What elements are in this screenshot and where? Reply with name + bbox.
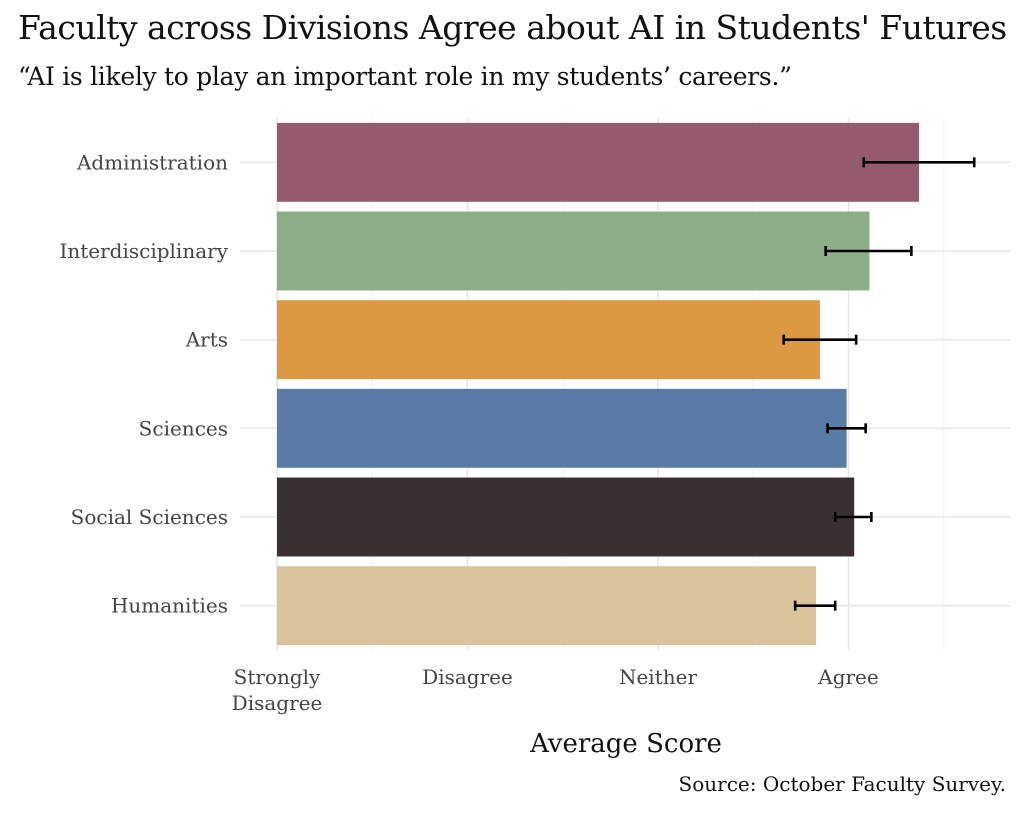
bar-social-sciences [277, 477, 855, 557]
error-bar-humanities [793, 600, 837, 611]
error-bar-sciences [826, 423, 867, 434]
bar-humanities [277, 566, 817, 646]
source-caption: Source: October Faculty Survey. [678, 772, 1006, 796]
x-tick-label-line: Disagree [232, 691, 323, 715]
y-tick-label: Arts [185, 328, 228, 352]
y-tick-label: Interdisciplinary [59, 239, 228, 263]
error-bar-social-sciences [833, 512, 873, 522]
bar-interdisciplinary [277, 211, 870, 291]
x-tick-label-line: Agree [817, 665, 878, 689]
grid-minor [371, 118, 945, 650]
bar-sciences [277, 388, 847, 468]
y-tick-label: Sciences [139, 416, 228, 440]
error-bar-administration [862, 157, 976, 168]
y-tick-label: Administration [76, 150, 228, 174]
y-tick-label: Humanities [111, 594, 228, 618]
x-tick-label-line: Neither [619, 665, 697, 689]
y-tick-label: Social Sciences [71, 505, 228, 529]
error-bar-arts [782, 334, 858, 345]
x-axis-title: Average Score [529, 729, 722, 759]
error-bars [782, 157, 976, 611]
x-tick-label: Agree [817, 665, 878, 689]
x-tick-label: Neither [619, 665, 697, 689]
bar-administration [277, 122, 919, 202]
bars [277, 122, 919, 646]
x-tick-label-line: Strongly [234, 665, 321, 689]
bar-arts [277, 300, 820, 380]
x-tick-label: Disagree [422, 665, 513, 689]
x-tick-label-line: Disagree [422, 665, 513, 689]
error-bar-interdisciplinary [824, 246, 913, 256]
y-axis-labels: Administration Interdisciplinary Arts Scien… [59, 150, 228, 617]
x-tick-label: Strongly Disagree [232, 665, 323, 715]
chart-title: Faculty across Divisions Agree about AI … [18, 8, 1007, 47]
chart-subtitle: “AI is likely to play an important role … [18, 62, 792, 91]
